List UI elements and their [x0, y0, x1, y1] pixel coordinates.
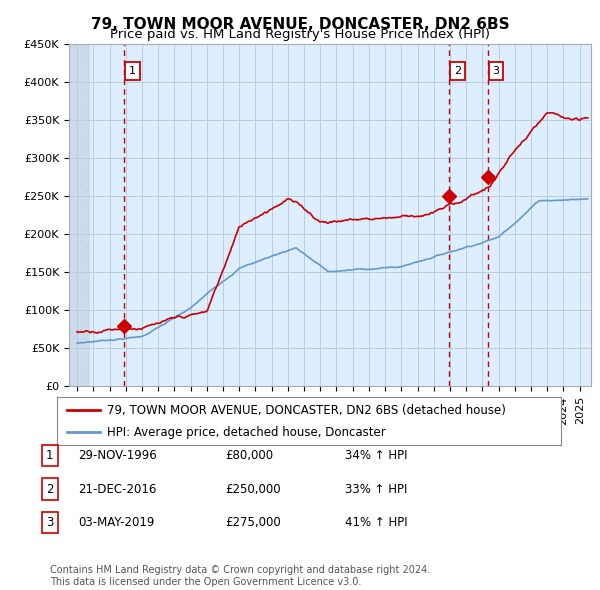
Text: 34% ↑ HPI: 34% ↑ HPI — [345, 449, 407, 462]
Text: 33% ↑ HPI: 33% ↑ HPI — [345, 483, 407, 496]
Text: 29-NOV-1996: 29-NOV-1996 — [78, 449, 157, 462]
Text: 2: 2 — [454, 66, 461, 76]
Text: 1: 1 — [129, 66, 136, 76]
Bar — [69, 44, 90, 386]
Text: Price paid vs. HM Land Registry's House Price Index (HPI): Price paid vs. HM Land Registry's House … — [110, 28, 490, 41]
Text: 03-MAY-2019: 03-MAY-2019 — [78, 516, 154, 529]
Text: 79, TOWN MOOR AVENUE, DONCASTER, DN2 6BS (detached house): 79, TOWN MOOR AVENUE, DONCASTER, DN2 6BS… — [107, 404, 506, 417]
Text: 3: 3 — [46, 516, 53, 529]
Text: 79, TOWN MOOR AVENUE, DONCASTER, DN2 6BS: 79, TOWN MOOR AVENUE, DONCASTER, DN2 6BS — [91, 17, 509, 31]
Text: HPI: Average price, detached house, Doncaster: HPI: Average price, detached house, Donc… — [107, 426, 386, 439]
Text: £275,000: £275,000 — [225, 516, 281, 529]
Text: 1: 1 — [46, 449, 53, 462]
Text: £80,000: £80,000 — [225, 449, 273, 462]
Text: 41% ↑ HPI: 41% ↑ HPI — [345, 516, 407, 529]
Text: Contains HM Land Registry data © Crown copyright and database right 2024.
This d: Contains HM Land Registry data © Crown c… — [50, 565, 430, 587]
Text: £250,000: £250,000 — [225, 483, 281, 496]
Text: 3: 3 — [493, 66, 500, 76]
Text: 21-DEC-2016: 21-DEC-2016 — [78, 483, 157, 496]
Text: 2: 2 — [46, 483, 53, 496]
